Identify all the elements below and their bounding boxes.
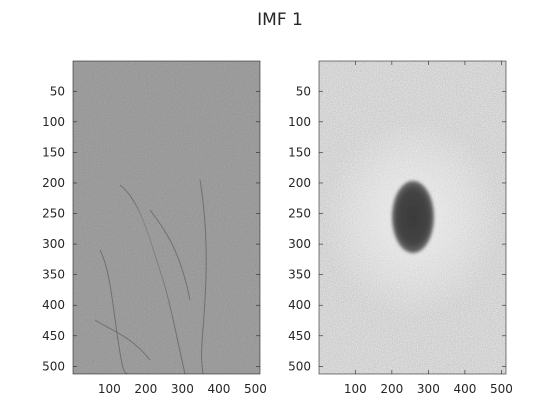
axes-right: 50 100 150 200 250 300 350 400 450 500 100 200 300 4…: [288, 60, 513, 396]
axes-left: 50 100 150 200 250 300 350 400 450 500 100 200 300 4…: [42, 60, 267, 396]
left-ytick-label: 100: [42, 115, 65, 129]
left-ytick-label: 50: [50, 84, 65, 98]
right-ytick-label: 200: [288, 176, 311, 190]
right-xtick-label: 300: [417, 382, 440, 396]
left-xtick-label: 100: [98, 382, 121, 396]
right-ytick-label: 300: [288, 237, 311, 251]
left-xtick-label: 500: [244, 382, 267, 396]
right-ytick-label: 50: [296, 84, 311, 98]
left-ytick-label: 400: [42, 298, 65, 312]
axes-right-frame: [318, 60, 507, 375]
image-right-dark-spot: [392, 181, 434, 253]
right-xtick-label: 200: [380, 382, 403, 396]
left-ytick-label: 200: [42, 176, 65, 190]
right-ytick-label: 350: [288, 268, 311, 282]
right-ytick-label: 500: [288, 359, 311, 373]
right-ytick-label: 150: [288, 145, 311, 159]
left-ytick-label: 150: [42, 145, 65, 159]
figure-title: IMF 1: [257, 10, 303, 30]
left-ytick-label: 500: [42, 359, 65, 373]
right-xtick-label: 500: [490, 382, 513, 396]
right-ytick-label: 250: [288, 207, 311, 221]
right-ytick-label: 450: [288, 329, 311, 343]
left-xtick-label: 300: [171, 382, 194, 396]
right-ytick-label: 400: [288, 298, 311, 312]
xtick-labels-left: 100 200 300 400 500: [98, 382, 267, 396]
image-left-texture: [73, 61, 260, 374]
left-ytick-label: 350: [42, 268, 65, 282]
axes-left-frame: [72, 60, 261, 375]
left-xtick-label: 200: [134, 382, 157, 396]
left-ytick-label: 250: [42, 207, 65, 221]
right-xtick-label: 400: [453, 382, 476, 396]
left-ytick-label: 300: [42, 237, 65, 251]
right-xtick-label: 100: [344, 382, 367, 396]
left-xtick-label: 400: [207, 382, 230, 396]
right-ytick-label: 100: [288, 115, 311, 129]
left-ytick-label: 450: [42, 329, 65, 343]
